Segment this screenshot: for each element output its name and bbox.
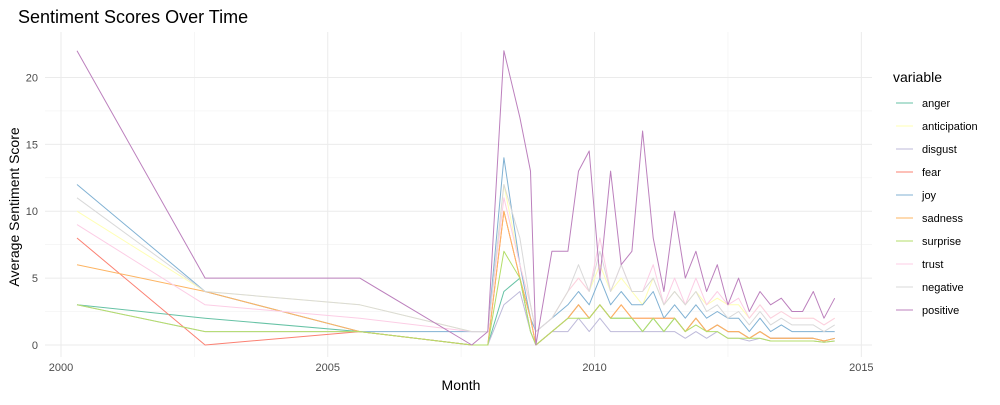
legend-label-positive: positive <box>922 305 959 317</box>
legend-item-surprise: surprise <box>896 236 961 248</box>
x-axis-title: Month <box>442 377 481 393</box>
x-axis-ticks: 2000 2005 2010 2015 <box>49 362 874 374</box>
x-tick-label: 2010 <box>582 362 606 374</box>
chart-title: Sentiment Scores Over Time <box>18 7 248 27</box>
legend-label-sadness: sadness <box>922 213 963 225</box>
legend-item-anger: anger <box>896 98 950 110</box>
y-axis-title: Average Sentiment Score <box>6 127 22 286</box>
legend-label-fear: fear <box>922 167 941 179</box>
legend-item-negative: negative <box>896 282 964 294</box>
series-line-joy <box>76 157 835 333</box>
legend-item-trust: trust <box>896 259 943 271</box>
legend-item-disgust: disgust <box>896 144 957 156</box>
series-line-sadness <box>76 210 835 346</box>
legend-item-joy: joy <box>896 190 937 202</box>
series-line-disgust <box>76 291 835 346</box>
legend: anger anticipation disgust fear joy sadness su… <box>896 98 978 317</box>
legend-label-anger: anger <box>922 98 950 110</box>
legend-label-surprise: surprise <box>922 236 961 248</box>
legend-label-anticipation: anticipation <box>922 121 978 133</box>
x-tick-label: 2015 <box>849 362 873 374</box>
legend-item-anticipation: anticipation <box>896 121 978 133</box>
series-line-negative <box>76 184 835 333</box>
y-tick-label: 5 <box>32 273 38 285</box>
legend-item-sadness: sadness <box>896 213 963 225</box>
legend-label-negative: negative <box>922 282 964 294</box>
y-axis-ticks: 0 5 10 15 20 <box>26 72 38 351</box>
legend-label-trust: trust <box>922 259 943 271</box>
legend-label-disgust: disgust <box>922 144 957 156</box>
x-tick-label: 2000 <box>49 362 73 374</box>
legend-title: variable <box>893 69 942 85</box>
grid-lines <box>45 32 872 357</box>
series-line-positive <box>76 50 836 346</box>
x-tick-label: 2005 <box>316 362 340 374</box>
legend-label-joy: joy <box>921 190 937 202</box>
series-line-trust <box>76 197 835 333</box>
y-tick-label: 10 <box>26 206 38 218</box>
legend-item-positive: positive <box>896 305 959 317</box>
y-tick-label: 20 <box>26 72 38 84</box>
series-line-surprise <box>76 250 835 346</box>
series-lines <box>76 50 836 346</box>
y-tick-label: 0 <box>32 340 38 352</box>
y-tick-label: 15 <box>26 139 38 151</box>
legend-item-fear: fear <box>896 167 941 179</box>
